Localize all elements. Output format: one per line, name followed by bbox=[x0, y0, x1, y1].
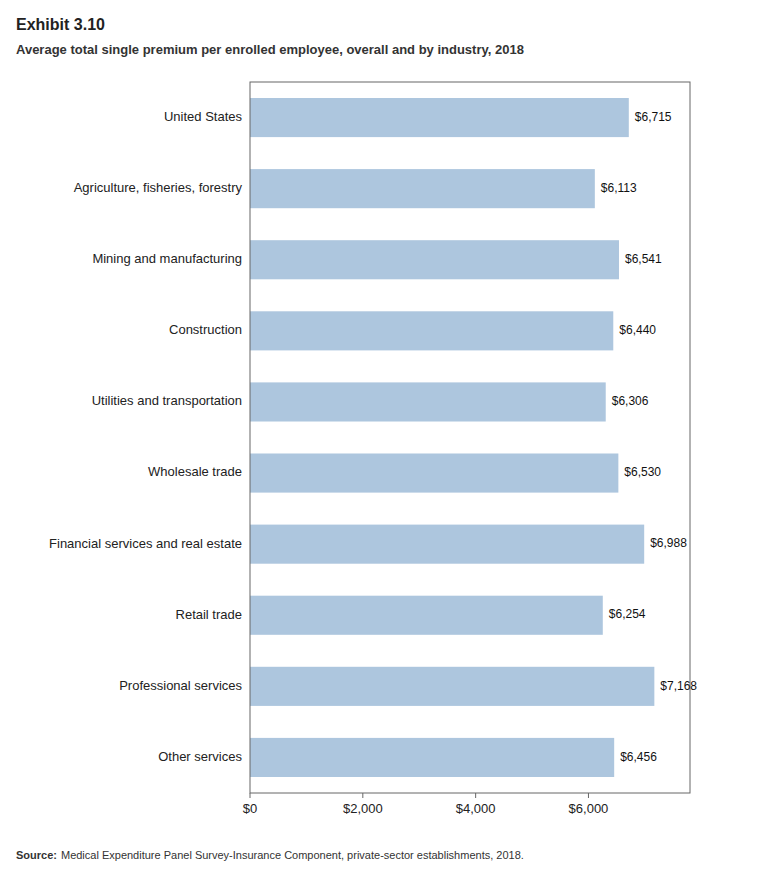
tick-label: $0 bbox=[243, 801, 257, 816]
data-label: $6,988 bbox=[650, 536, 687, 550]
bar bbox=[250, 169, 595, 208]
tick-mark bbox=[588, 793, 589, 798]
category-label: Professional services bbox=[119, 678, 242, 693]
tick-mark bbox=[362, 793, 363, 798]
category-label: Retail trade bbox=[176, 607, 242, 622]
tick-label: $4,000 bbox=[456, 801, 496, 816]
category-label: United States bbox=[164, 109, 243, 124]
tick-mark bbox=[475, 793, 476, 798]
bar bbox=[250, 525, 644, 564]
tick-label: $6,000 bbox=[569, 801, 609, 816]
annotation: Source: bbox=[16, 849, 57, 861]
title: Exhibit 3.10 bbox=[16, 16, 105, 33]
data-label: $6,530 bbox=[624, 465, 661, 479]
data-label: $6,715 bbox=[635, 110, 672, 124]
data-label: $6,541 bbox=[625, 252, 662, 266]
bar bbox=[250, 98, 629, 137]
bar bbox=[250, 738, 614, 777]
bars bbox=[250, 98, 654, 777]
tick-mark bbox=[250, 793, 251, 798]
category-label: Agriculture, fisheries, forestry bbox=[74, 180, 243, 195]
source-note: Source: Medical Expenditure Panel Survey-… bbox=[16, 849, 524, 861]
subtitle: Average total single premium per enrolle… bbox=[16, 42, 524, 57]
bar bbox=[250, 240, 619, 279]
category-label: Other services bbox=[158, 749, 242, 764]
bar bbox=[250, 453, 618, 492]
data-label: $6,306 bbox=[612, 394, 649, 408]
data-label: $7,168 bbox=[660, 679, 697, 693]
bar bbox=[250, 311, 613, 350]
data-label: $6,456 bbox=[620, 750, 657, 764]
plot-frame bbox=[250, 82, 690, 793]
bar bbox=[250, 596, 603, 635]
category-label: Wholesale trade bbox=[148, 464, 242, 479]
category-label: Financial services and real estate bbox=[49, 536, 242, 551]
annotation: Medical Expenditure Panel Survey-Insuran… bbox=[61, 849, 524, 861]
data-label: $6,440 bbox=[619, 323, 656, 337]
bar bbox=[250, 667, 654, 706]
data-label: $6,254 bbox=[609, 607, 646, 621]
bar bbox=[250, 382, 606, 421]
category-label: Construction bbox=[169, 322, 242, 337]
tick-label: $2,000 bbox=[343, 801, 383, 816]
category-label: Utilities and transportation bbox=[92, 393, 242, 408]
data-label: $6,113 bbox=[601, 181, 637, 195]
chart-svg: Exhibit 3.10 Average total single premium… bbox=[0, 0, 758, 883]
category-label: Mining and manufacturing bbox=[92, 251, 242, 266]
